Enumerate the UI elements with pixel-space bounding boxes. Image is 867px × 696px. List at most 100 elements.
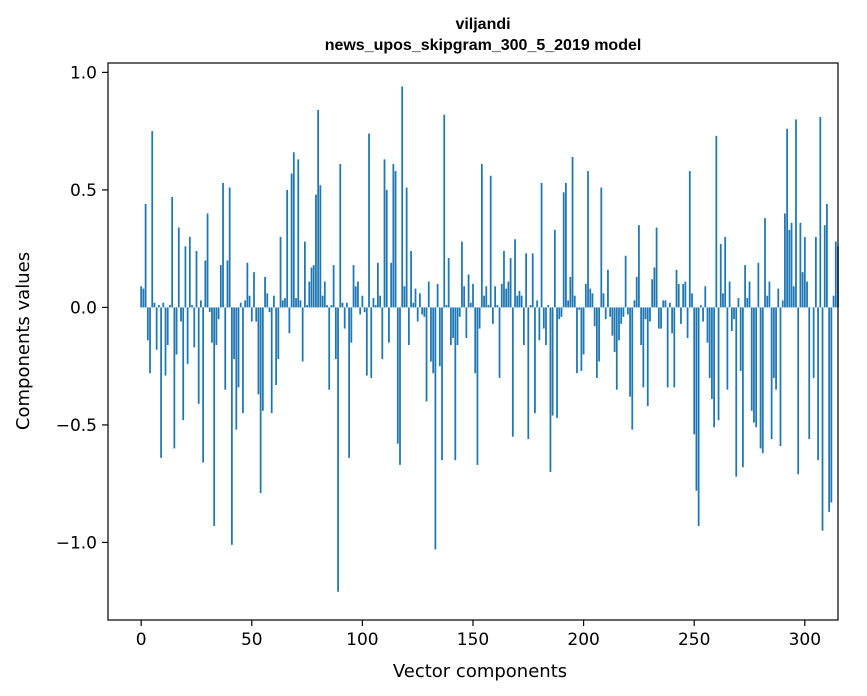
- bar: [202, 307, 205, 463]
- bar: [806, 281, 808, 308]
- bar: [211, 307, 213, 343]
- bar: [273, 295, 275, 308]
- bar: [200, 300, 202, 308]
- bar: [761, 307, 764, 454]
- bar: [217, 307, 220, 320]
- bar: [288, 307, 291, 334]
- bar: [553, 229, 556, 308]
- bar: [297, 159, 300, 308]
- bar: [746, 298, 749, 308]
- bar: [505, 288, 508, 308]
- bar: [693, 307, 696, 435]
- bar: [657, 307, 660, 329]
- bar: [317, 110, 320, 308]
- bar: [472, 283, 474, 308]
- bar: [788, 229, 791, 308]
- bar: [584, 283, 587, 308]
- bar: [312, 265, 315, 308]
- bar: [226, 260, 229, 308]
- bar: [660, 307, 662, 329]
- bar: [160, 307, 162, 458]
- bar: [770, 307, 773, 440]
- x-tick-label: 300: [789, 630, 821, 650]
- bar: [635, 276, 638, 308]
- bar: [487, 305, 490, 308]
- bar: [741, 307, 744, 468]
- bar: [600, 187, 603, 308]
- bar: [792, 286, 795, 308]
- bar: [609, 307, 612, 317]
- y-axis-label: Components values: [13, 252, 34, 430]
- bar: [308, 281, 311, 308]
- chart-title: viljandi: [455, 16, 510, 33]
- bar: [394, 171, 397, 308]
- bar: [500, 283, 503, 308]
- bar: [598, 307, 600, 362]
- bar: [405, 187, 408, 308]
- bar: [549, 307, 552, 472]
- bar: [503, 251, 505, 308]
- bar: [514, 239, 516, 308]
- bar: [301, 307, 304, 362]
- bar: [748, 281, 751, 308]
- bar: [593, 307, 596, 327]
- bar: [410, 251, 412, 308]
- bar: [534, 307, 536, 414]
- bar: [480, 164, 483, 308]
- bar: [374, 305, 377, 308]
- bar: [518, 290, 521, 308]
- bar: [421, 307, 424, 315]
- bar: [339, 164, 342, 308]
- bar: [456, 307, 459, 346]
- bar: [186, 307, 189, 364]
- bar: [516, 295, 519, 308]
- bar: [361, 295, 364, 308]
- bar: [264, 276, 266, 308]
- bar: [166, 307, 169, 346]
- bar: [688, 171, 691, 308]
- bar: [204, 260, 207, 308]
- bar: [330, 305, 333, 308]
- bar: [403, 286, 406, 308]
- bar: [525, 253, 527, 308]
- bar: [680, 307, 682, 324]
- bar: [246, 262, 249, 308]
- bar: [797, 307, 800, 475]
- bar: [673, 307, 676, 388]
- bar: [390, 262, 393, 308]
- bar: [795, 119, 797, 308]
- bar: [529, 305, 532, 308]
- y-tick-label: 0.0: [70, 298, 97, 318]
- bar: [812, 307, 815, 378]
- bar: [757, 262, 760, 308]
- bar: [261, 307, 264, 411]
- bar: [830, 307, 833, 503]
- bar: [469, 302, 472, 308]
- bar: [522, 307, 525, 346]
- bar: [346, 302, 348, 308]
- bar: [461, 241, 463, 308]
- bar: [268, 307, 271, 313]
- x-tick-label: 100: [346, 630, 378, 650]
- bar: [284, 298, 286, 308]
- bar: [228, 187, 231, 308]
- bar: [414, 288, 417, 308]
- bar: [242, 307, 244, 414]
- bar: [538, 307, 541, 341]
- bar: [299, 300, 302, 308]
- bar: [392, 164, 395, 308]
- bar: [438, 307, 441, 367]
- bar: [354, 286, 357, 308]
- y-tick-label: −1.0: [56, 533, 97, 553]
- bar: [759, 307, 762, 449]
- bar: [578, 307, 581, 310]
- bar: [275, 307, 278, 385]
- y-tick-label: 1.0: [70, 63, 97, 83]
- bar: [646, 307, 649, 407]
- bar: [569, 276, 572, 308]
- bar: [507, 281, 510, 308]
- bar: [436, 283, 439, 308]
- plot-frame: [107, 62, 839, 621]
- bar: [489, 175, 492, 308]
